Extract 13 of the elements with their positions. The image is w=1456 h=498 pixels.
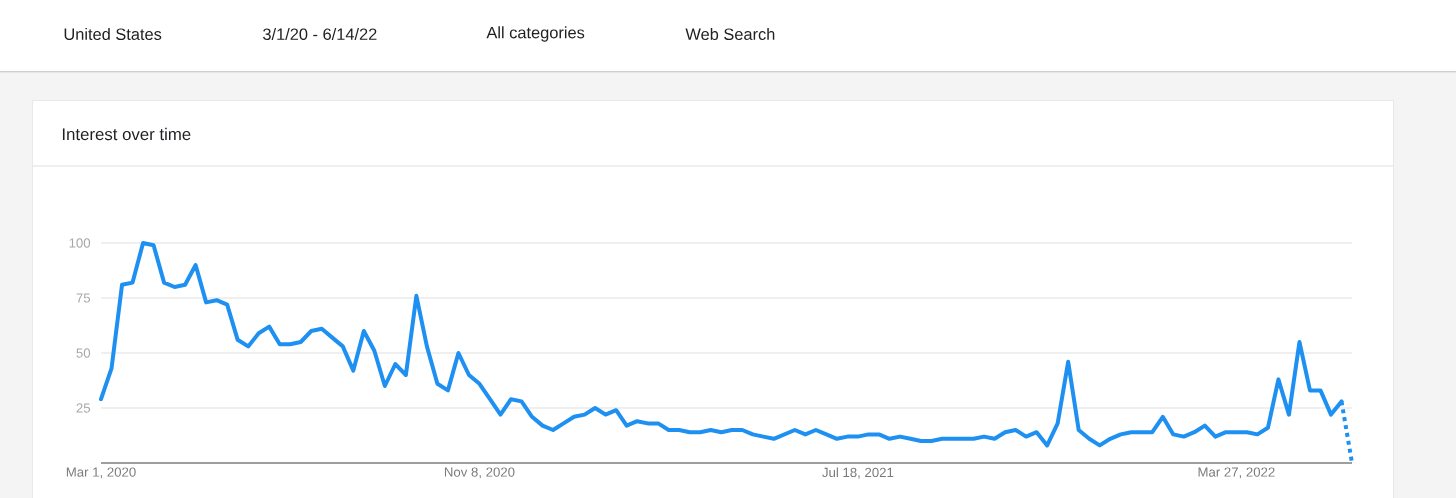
text: All categories [486,26,585,42]
x-tick-label: Jul 18, 2021 [822,467,894,479]
x-tick-label: Mar 27, 2022 [1198,467,1275,479]
x-tick-label: Nov 8, 2020 [444,467,515,479]
y-tick-label: 100 [69,238,91,248]
text: United States [64,27,162,41]
y-tick-label: 75 [76,293,91,303]
text: Web Search [685,27,775,41]
y-tick-label: 25 [76,403,91,413]
text: 3/1/20 - 6/14/22 [263,27,377,41]
chart-title: Interest over time [62,127,191,141]
y-tick-label: 50 [76,348,91,358]
x-tick-label: Mar 1, 2020 [66,467,136,479]
